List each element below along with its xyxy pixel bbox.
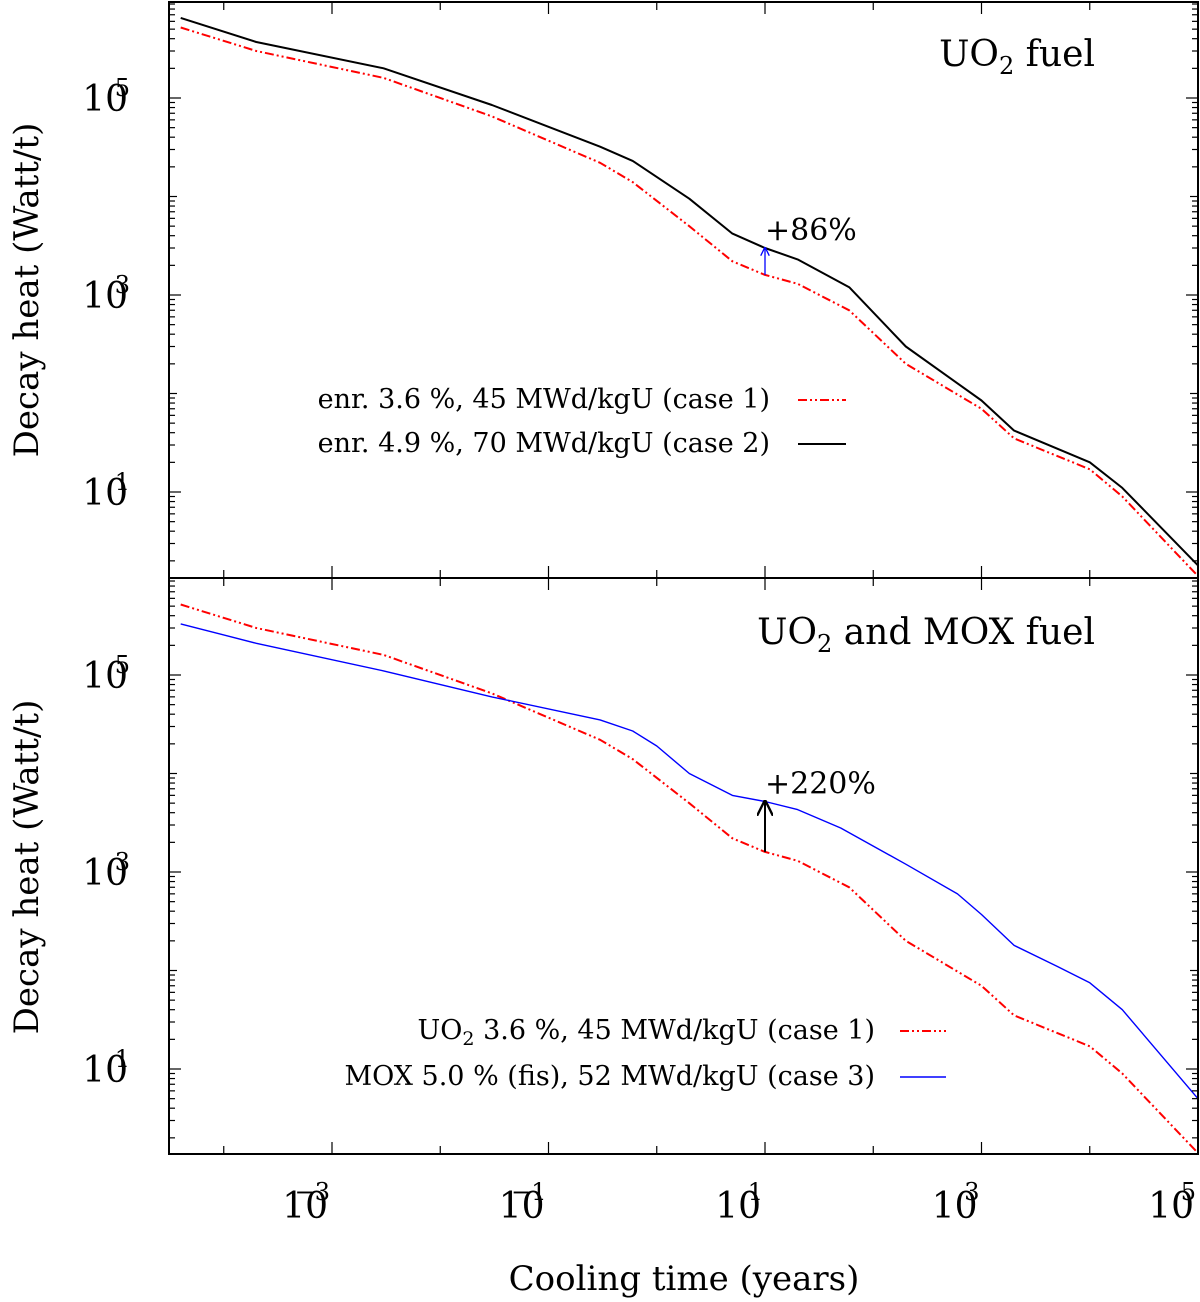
y-axis-label-top: Decay heat (Watt/t): [7, 123, 47, 458]
x-tick-label: 10−3: [282, 1178, 330, 1227]
y-tick-label: 105: [82, 74, 130, 120]
legend-label: UO2 3.6 %, 45 MWd/kgU (case 1): [418, 1015, 876, 1050]
series-layer: [180, 603, 1198, 1154]
series-line-1: [180, 16, 1198, 567]
legend: UO2 3.6 %, 45 MWd/kgU (case 1) MOX 5.0 %…: [344, 1015, 946, 1092]
legend: enr. 3.6 %, 45 MWd/kgU (case 1) enr. 4.9…: [318, 384, 846, 459]
y-tick-label: 101: [82, 468, 130, 514]
series-line-0: [180, 603, 1198, 1154]
series-line-1: [180, 623, 1198, 1100]
tick-layer: 101 103 105: [82, 2, 1198, 578]
panel-title: UO2 fuel: [939, 34, 1095, 80]
panel-uo2-mox-fuel: 101 103 105 +220% UO2 and MOX fuel UO2 3.6…: [82, 578, 1198, 1154]
y-tick-label: 105: [82, 651, 130, 697]
x-tick-labels: 10−3 10−1 101 103 105: [282, 1178, 1196, 1227]
y-tick-label: 103: [82, 848, 130, 894]
annotation-arrow: +220%: [765, 766, 876, 852]
annotation-arrow: +86%: [765, 213, 857, 275]
x-tick-label: 103: [932, 1178, 980, 1227]
annotation-text: +86%: [765, 213, 857, 248]
legend-label: MOX 5.0 % (fis), 52 MWd/kgU (case 3): [344, 1061, 875, 1092]
y-tick-label: 103: [82, 271, 130, 317]
x-tick-label: 101: [715, 1178, 763, 1227]
x-tick-label: 105: [1148, 1178, 1196, 1227]
x-tick-label: 10−1: [499, 1178, 547, 1227]
annotation-text: +220%: [765, 766, 876, 801]
x-axis-label: Cooling time (years): [509, 1259, 860, 1299]
series-layer: [180, 16, 1198, 577]
legend-label: enr. 3.6 %, 45 MWd/kgU (case 1): [318, 384, 770, 415]
series-line-0: [180, 26, 1198, 577]
legend-label: enr. 4.9 %, 70 MWd/kgU (case 2): [318, 428, 770, 459]
panel-title: UO2 and MOX fuel: [757, 612, 1095, 658]
panel-uo2-fuel: 101 103 105 +86% UO2 fuel enr. 3.6 %, 45 M…: [82, 2, 1198, 578]
y-tick-label: 101: [82, 1045, 130, 1091]
y-axis-label-bottom: Decay heat (Watt/t): [7, 700, 47, 1035]
